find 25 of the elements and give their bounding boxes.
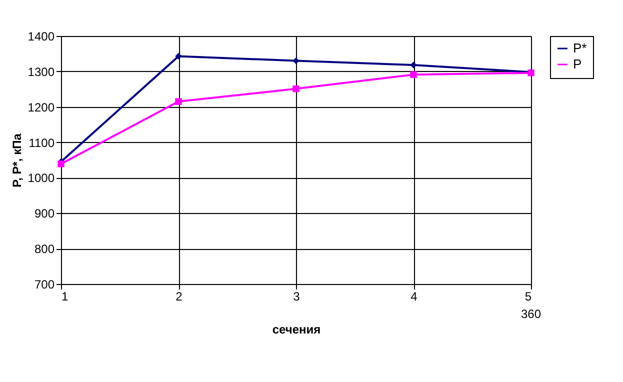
x-axis-title: сечения <box>272 322 321 336</box>
text: 360 <box>520 307 542 321</box>
point <box>292 85 300 92</box>
y-tick-label: 1400 <box>28 30 55 44</box>
y-tick-label: 800 <box>34 242 55 256</box>
point <box>410 62 417 68</box>
y-tick-label: 1000 <box>28 171 55 186</box>
legend-label: P <box>573 56 582 72</box>
point <box>58 160 64 168</box>
y-tick-label: 1100 <box>28 136 55 150</box>
x-tick-label: 3 <box>293 290 300 304</box>
x-tick-label: 4 <box>410 290 418 304</box>
x-tick-label: 5 <box>524 290 532 304</box>
point <box>175 52 182 60</box>
y-tick-label: 700 <box>34 278 55 292</box>
x-tick-label: 2 <box>176 290 183 304</box>
legend-label: P* <box>573 40 587 56</box>
x-tick-label: 1 <box>62 290 68 304</box>
point <box>292 57 300 64</box>
y-tick-label: 900 <box>34 206 55 221</box>
point <box>410 71 417 78</box>
y-tick-label: 1300 <box>28 64 55 79</box>
y-tick-label: 1200 <box>28 100 55 114</box>
y-axis-title: P, P*, кПа <box>10 133 24 188</box>
point <box>175 98 182 105</box>
